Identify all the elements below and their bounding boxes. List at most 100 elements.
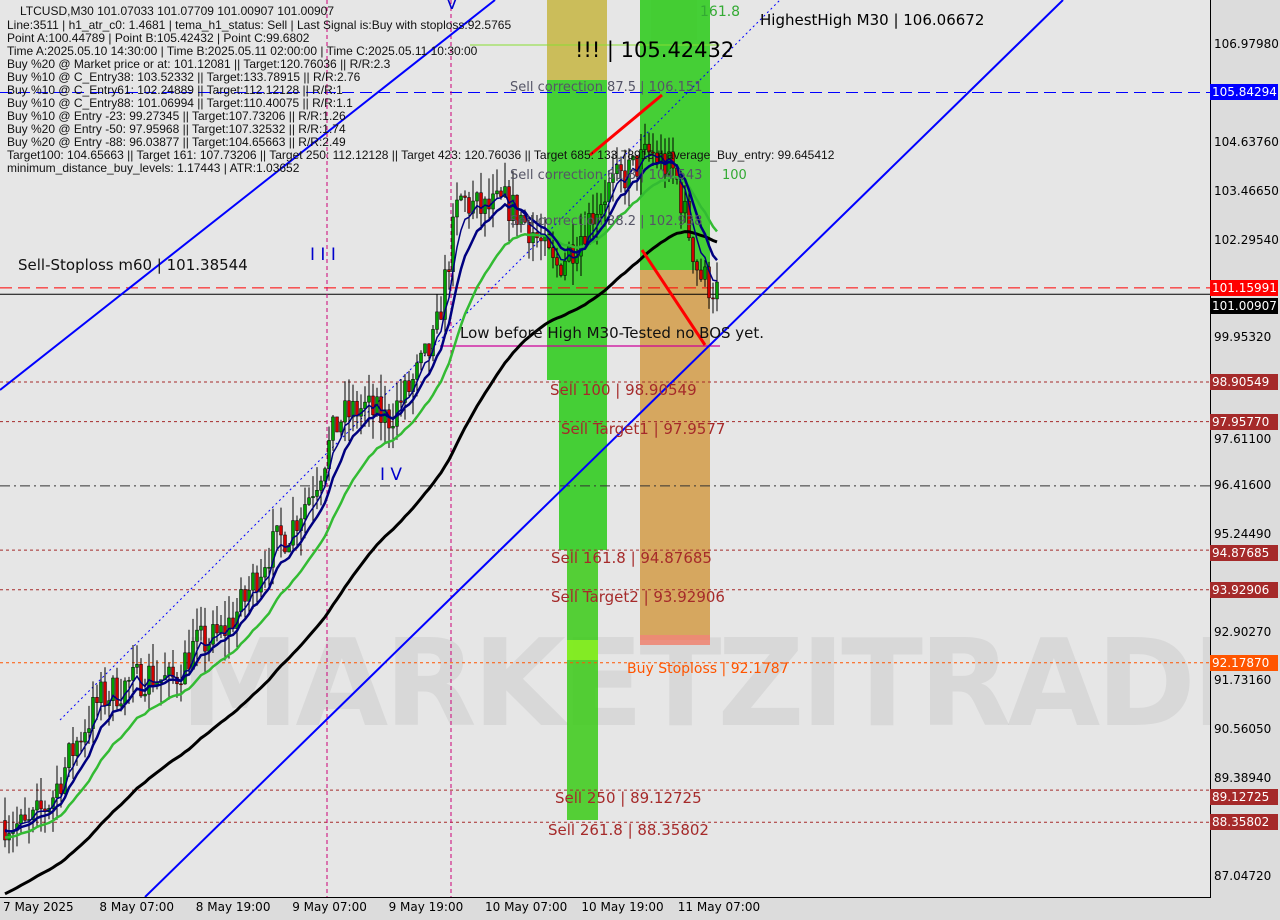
price-tick-label: 87.04720 [1214, 868, 1272, 883]
candle [691, 237, 695, 262]
candle [647, 143, 651, 153]
candle [407, 380, 411, 392]
buy-stoploss-label: Buy Stoploss | 92.1787 [627, 661, 789, 677]
candle [495, 190, 499, 195]
candle [319, 480, 323, 491]
candle [695, 261, 699, 271]
candle [239, 589, 243, 613]
candle [347, 400, 351, 418]
candle [295, 520, 299, 531]
candle [567, 244, 571, 262]
wave-line-bc [640, 249, 707, 346]
candle [435, 311, 439, 330]
sell-correction-875-label: Sell correction 87.5 | 106.151 [510, 80, 703, 95]
signal-zone [559, 380, 607, 550]
candle [351, 400, 355, 418]
candle [111, 677, 115, 701]
info-line: Buy %10 @ C_Entry61: 102.24889 || Target… [7, 83, 343, 97]
candle [323, 468, 327, 482]
sell-1618-label: Sell 161.8 | 94.87685 [551, 549, 712, 567]
candle [631, 155, 635, 161]
signal-zone [651, 0, 697, 40]
candle [343, 400, 347, 423]
candle [387, 409, 391, 429]
price-tick-label: 102.29540 [1214, 232, 1279, 247]
chart-svg: MARKETZITRADE [0, 0, 1210, 897]
candle [179, 683, 183, 686]
candle [591, 213, 595, 225]
candle [459, 195, 463, 201]
candle [531, 232, 535, 244]
candle [279, 525, 283, 536]
price-level-tag: 101.15991 [1210, 279, 1278, 296]
info-line: Buy %20 @ Market price or at: 101.12081 … [7, 57, 391, 71]
candle [419, 352, 423, 364]
candle [447, 269, 451, 272]
price-tick-label: 97.61100 [1214, 431, 1272, 446]
candle [699, 269, 703, 280]
price-tick-label: 103.46650 [1214, 183, 1279, 198]
candle [611, 173, 615, 183]
price-tick-label: 104.63760 [1214, 134, 1279, 149]
candle [291, 520, 295, 546]
candle [87, 728, 91, 733]
price-tick-label: 89.38940 [1214, 771, 1272, 786]
candle [619, 164, 623, 172]
candle [703, 266, 707, 280]
ma-fastest-line [4, 153, 718, 832]
candle [255, 572, 259, 593]
wave-iv-label: I V [380, 465, 403, 485]
price-level-tag: 94.87685 [1210, 544, 1278, 561]
price-tick-label: 99.95320 [1214, 330, 1272, 345]
candle [443, 269, 447, 320]
info-line: Target100: 104.65663 || Target 161: 107.… [7, 148, 835, 162]
candle [463, 195, 467, 198]
price-tick-label: 96.41600 [1214, 477, 1272, 492]
price-level-tag: 98.90549 [1210, 374, 1278, 391]
candle [275, 525, 279, 532]
price-tick-label: 91.73160 [1214, 673, 1272, 688]
candle [95, 697, 99, 703]
candle [143, 693, 147, 697]
highest-high-label: HighestHigh M30 | 106.06672 [760, 11, 985, 29]
candle [643, 143, 647, 150]
candle [499, 190, 503, 197]
candle [403, 380, 407, 403]
candle [431, 329, 435, 357]
candle [563, 260, 567, 276]
candle [83, 732, 87, 743]
candle [479, 192, 483, 214]
time-tick-label: 9 May 07:00 [292, 900, 367, 914]
ma-slow-line [4, 230, 718, 896]
info-line: Line:3511 | h1_atr_c0: 1.4681 | tema_h1_… [7, 18, 512, 32]
signal-zone [567, 550, 598, 820]
info-line: Buy %20 @ Entry -88: 96.03877 || Target:… [7, 135, 346, 149]
candle [615, 164, 619, 174]
candle [243, 589, 247, 602]
candle [263, 567, 267, 578]
candle [439, 311, 443, 320]
candle [71, 743, 75, 757]
sell-2618-label: Sell 261.8 | 88.35802 [548, 821, 709, 839]
candle [35, 800, 39, 811]
sell-100-label: Sell 100 | 98.90549 [550, 381, 697, 399]
candle [583, 236, 587, 245]
candle [595, 214, 599, 225]
candle [203, 625, 207, 652]
candle [119, 703, 123, 707]
plot-area[interactable]: MARKETZITRADE LTCUSD,M30 101.07033 101.0… [0, 0, 1211, 898]
candle [283, 534, 287, 553]
price-tick-label: 95.24490 [1214, 526, 1272, 541]
candle [715, 281, 719, 300]
candle [75, 740, 79, 757]
channel-upper-line [0, 0, 496, 391]
time-tick-label: 8 May 07:00 [99, 900, 175, 914]
candle [219, 625, 223, 634]
fib-161-label: 161.8 [700, 4, 741, 20]
candle [367, 395, 371, 403]
candle [267, 567, 271, 569]
candle [467, 197, 471, 214]
candle [399, 400, 403, 403]
candle [171, 666, 175, 678]
candle [555, 257, 559, 266]
